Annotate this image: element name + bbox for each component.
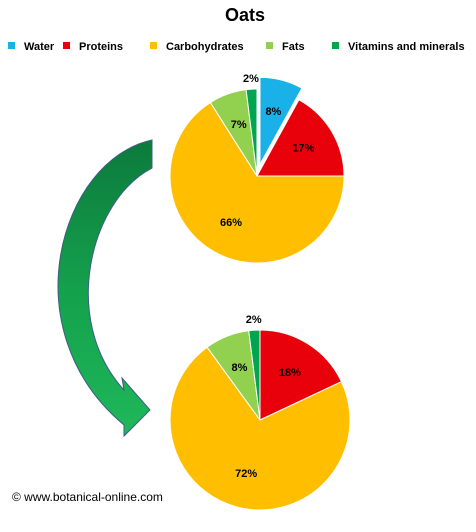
legend-label: Water — [24, 41, 55, 53]
legend-marker — [332, 42, 339, 49]
pie-slice — [169, 101, 345, 264]
legend-marker — [8, 42, 15, 49]
data-label: 8% — [265, 106, 281, 118]
legend-marker — [63, 42, 70, 49]
data-label: 2% — [246, 314, 262, 326]
pie-slice — [245, 88, 258, 177]
pie-slice — [259, 329, 343, 421]
data-label: 7% — [231, 119, 247, 131]
data-label: 18% — [279, 367, 301, 379]
pie-slice — [256, 99, 345, 177]
arrow — [57, 139, 153, 438]
legend-label: Carbohydrates — [166, 41, 244, 53]
data-label: 8% — [232, 362, 248, 374]
legend-label: Vitamins and minerals — [348, 41, 465, 53]
legend-marker — [150, 42, 157, 49]
data-label: 2% — [243, 73, 259, 85]
legend-marker — [266, 42, 273, 49]
data-label: 66% — [220, 217, 242, 229]
credit: © www.botanical-online.com — [12, 490, 163, 504]
pie-slice — [169, 346, 351, 511]
legend-label: Fats — [282, 41, 305, 53]
data-label: 17% — [292, 142, 314, 154]
legend-label: Proteins — [79, 41, 123, 53]
data-label: 72% — [235, 468, 257, 480]
pie-slice — [248, 329, 261, 421]
chart-title: Oats — [225, 5, 265, 25]
pie-slice — [259, 76, 303, 165]
